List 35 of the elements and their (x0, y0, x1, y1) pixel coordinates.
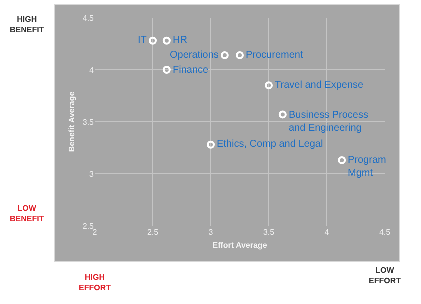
y-axis-title: Benefit Average (68, 91, 77, 152)
annotation: Travel and Expense (275, 80, 364, 91)
text: LOW BENEFIT (10, 204, 44, 224)
x-axis-title: Effort Average (212, 241, 268, 250)
text: LOW EFFORT (369, 266, 402, 286)
annotation: HR (173, 35, 188, 46)
x-tick-label: 4 (324, 228, 330, 237)
x-tick-label: 2 (92, 228, 98, 237)
point (236, 51, 244, 60)
text: HIGH BENEFIT (10, 15, 44, 34)
point (265, 82, 273, 90)
x-tick-label: 2.5 (147, 228, 160, 237)
annotation: Finance (173, 65, 210, 76)
text: HIGH EFFORT (79, 273, 112, 292)
point (149, 36, 157, 45)
point (338, 156, 346, 164)
annotation: Operations (170, 50, 219, 61)
y-tick-label: 3 (90, 170, 95, 179)
annotation: Program Mgmt (348, 155, 386, 179)
annotation: IT (138, 35, 147, 46)
annotation: Ethics, Comp and Legal (217, 139, 324, 150)
point (207, 140, 215, 149)
x-tick-label: 3 (208, 228, 214, 237)
y-tick-label: 4 (90, 66, 95, 75)
point (162, 66, 171, 74)
y-tick-label: 4.5 (82, 14, 95, 23)
x-tick-label: 4.5 (379, 228, 392, 237)
point (220, 51, 229, 60)
point (278, 110, 287, 119)
point (162, 36, 171, 45)
annotation: Procurement (246, 50, 304, 61)
y-tick-label: 2.5 (82, 222, 95, 231)
annotation: Business Process and Engineering (289, 110, 368, 134)
x-tick-label: 3.5 (263, 228, 276, 237)
y-tick-label: 3.5 (82, 118, 95, 127)
